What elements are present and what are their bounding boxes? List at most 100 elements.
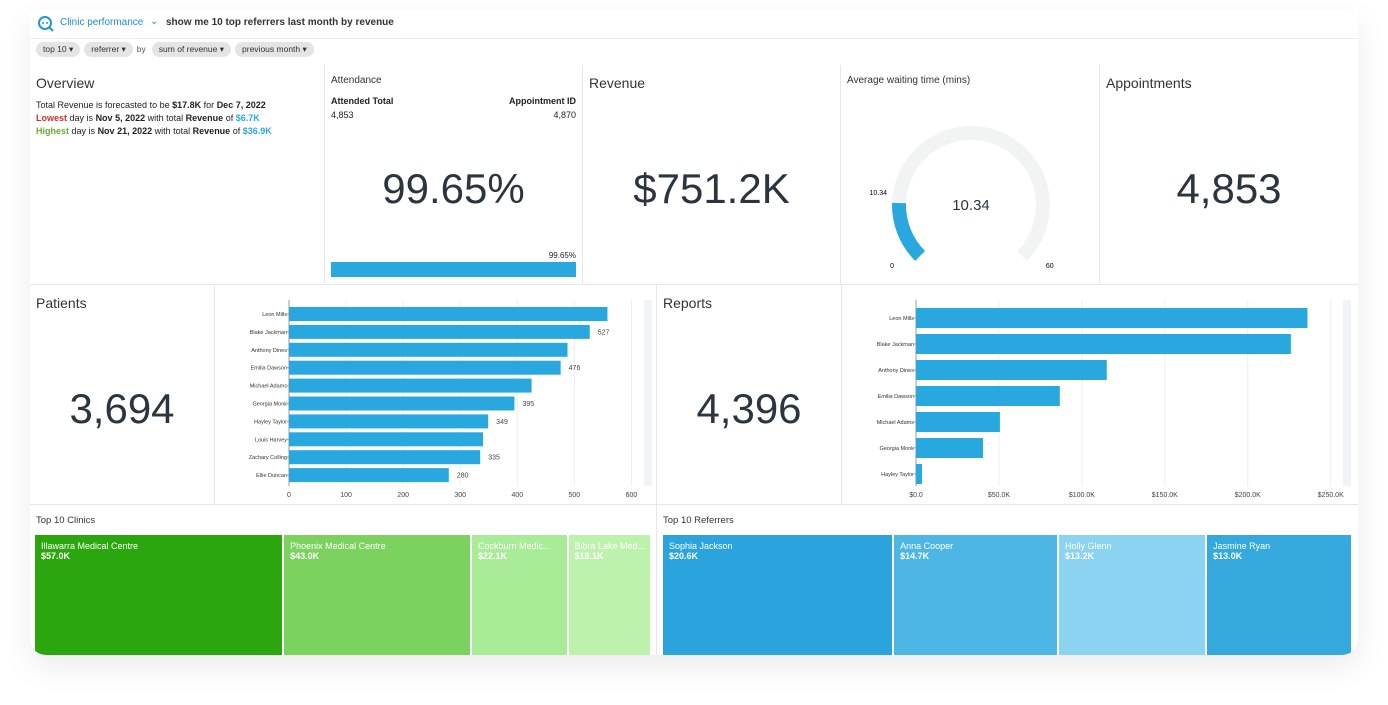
y-tick-label: Hayley Taylor <box>881 472 914 478</box>
gauge: 10.34 10.34 0 60 <box>869 126 1054 270</box>
y-tick-label: Ellie Duncan <box>256 473 287 479</box>
bar <box>289 360 561 375</box>
y-tick-label: Anthony Dines <box>878 368 914 374</box>
revenue-panel: Revenue $751.2K <box>583 65 841 285</box>
reports-chart-panel: $0.0 $50.0K $100.0K $150.0K $200.0K $250.0K Le… <box>842 285 1358 505</box>
column-value: 4,853 <box>331 110 354 120</box>
waiting-panel: Average waiting time (mins) 10.34 10.34 0 6… <box>841 65 1100 285</box>
treemap-tile: Phoenix Medical Centre $43.0K <box>284 535 472 655</box>
x-tick-label: $200.0K <box>1235 492 1261 499</box>
date: Nov 21, 2022 <box>97 126 153 136</box>
patients-chart-panel: 0 100 200 300 400 500 600 Leon Mills Blake Jackm… <box>215 285 657 505</box>
overview-line: Highest day is Nov 21, 2022 with total Reven… <box>36 126 274 136</box>
filter-chip[interactable]: referrer <box>84 42 133 57</box>
filter-chip[interactable]: previous month <box>235 42 314 57</box>
kpi-value: 4,396 <box>696 385 802 432</box>
tile-value: $43.0K <box>290 551 320 561</box>
appointments-panel: Appointments 4,853 <box>1100 65 1358 285</box>
tile-name: Sophia Jackson <box>669 541 733 551</box>
text: of <box>232 126 241 136</box>
filter-bar: top 10referrerby sum of revenueprevious m… <box>36 42 318 57</box>
kpi-value: 3,694 <box>69 385 175 432</box>
treemap-tile: Sophia Jackson $20.6K <box>663 535 895 655</box>
panel-title: Average waiting time (mins) <box>847 75 971 86</box>
bar <box>289 307 608 321</box>
x-tick-label: 600 <box>626 492 638 499</box>
y-tick-label: Georgia Monk <box>879 446 914 452</box>
y-tick-label: Michael Adams <box>250 384 288 390</box>
panel-title: Appointments <box>1106 75 1192 91</box>
x-tick-label: 200 <box>397 492 409 499</box>
x-tick-label: $250.0K <box>1318 492 1344 499</box>
label: Lowest <box>36 113 68 123</box>
tile-name: Illawarra Medical Centre <box>41 541 139 551</box>
filter-text: by <box>136 44 146 54</box>
bar <box>916 360 1107 380</box>
bar <box>289 342 568 357</box>
tile-name: Anna Cooper <box>900 541 954 551</box>
gauge-marker-label: 10.34 <box>869 190 887 197</box>
amount: $17.8K <box>172 100 202 110</box>
text: with total <box>147 113 184 123</box>
bar <box>289 414 489 429</box>
tile-value: $13.0K <box>1213 551 1243 561</box>
gauge-track <box>892 126 1050 261</box>
column-value: 4,870 <box>553 110 576 120</box>
x-tick-label: 400 <box>511 492 523 499</box>
treemap-tile: Illawarra Medical Centre $57.0K <box>35 535 285 655</box>
bar <box>289 378 532 393</box>
tile-value: $19.1K <box>574 551 604 561</box>
y-tick-label: Hayley Taylor <box>254 419 287 425</box>
text: for <box>203 100 215 110</box>
bar <box>916 438 984 458</box>
x-tick-label: $50.0K <box>988 492 1011 499</box>
x-tick-label: 500 <box>569 492 581 499</box>
filter-chip[interactable]: top 10 <box>36 42 81 57</box>
treemap-tile: Cockburn Medic... $22.1K <box>471 535 569 655</box>
panel-title: Overview <box>36 75 95 91</box>
scrollbar <box>1343 300 1351 486</box>
dropdown-icon[interactable]: ⌄ <box>150 16 159 27</box>
y-tick-label: Blake Jackman <box>250 330 287 336</box>
x-tick-label: 300 <box>454 492 466 499</box>
data-label: 476 <box>569 365 581 372</box>
y-tick-label: Louis Harvey <box>255 437 287 443</box>
y-tick-label: Emilia Dawson <box>878 394 914 400</box>
treemap-tile: Holly Glenn $13.2K <box>1059 535 1208 655</box>
scrollbar <box>644 300 652 486</box>
y-tick-label: Georgia Monk <box>252 402 287 408</box>
filter-chip[interactable]: sum of revenue <box>151 42 232 57</box>
data-label: 349 <box>496 419 508 426</box>
text: of <box>225 113 234 123</box>
amount: $36.9K <box>242 126 272 136</box>
column-header: Appointment ID <box>509 96 576 106</box>
panel-title: Top 10 Referrers <box>663 515 734 526</box>
panel-title: Revenue <box>589 75 646 91</box>
text: Total Revenue is forecasted to be <box>36 100 170 110</box>
data-label: 335 <box>488 455 500 462</box>
panel-title: Top 10 Clinics <box>36 515 96 526</box>
bar <box>289 324 590 339</box>
tile-name: Holly Glenn <box>1065 541 1112 551</box>
treemap-tile: Bibra Lake Med... $19.1K <box>568 535 652 655</box>
referrers-panel: Top 10 Referrers Sophia Jackson $20.6K Ann… <box>657 505 1358 655</box>
tile-name: Bibra Lake Med... <box>574 541 646 551</box>
analysis-title[interactable]: Clinic performance <box>60 17 144 28</box>
y-tick-label: Blake Jackman <box>877 342 914 348</box>
bar-label: 99.65% <box>548 251 576 260</box>
metric: Revenue <box>185 113 224 123</box>
reports-panel: Reports 4,396 <box>657 285 842 505</box>
bar-chart: $0.0 $50.0K $100.0K $150.0K $200.0K $250.0K Le… <box>877 300 1351 499</box>
treemap-tile: Jasmine Ryan $13.0K <box>1207 535 1353 655</box>
text: day is <box>69 113 94 123</box>
y-tick-label: Zachary Colling <box>249 455 287 461</box>
header: Clinic performance ⌄ show me 10 top refe… <box>30 10 1358 39</box>
progress-track <box>331 262 577 277</box>
tile-value: $14.7K <box>900 551 930 561</box>
tile-name: Phoenix Medical Centre <box>290 541 386 551</box>
gauge-fill <box>892 202 926 261</box>
kpi-value: 4,853 <box>1176 165 1282 212</box>
query[interactable]: show me 10 top referrers last month by r… <box>166 17 394 28</box>
clinics-panel: Top 10 Clinics Illawarra Medical Centre $… <box>30 505 657 655</box>
